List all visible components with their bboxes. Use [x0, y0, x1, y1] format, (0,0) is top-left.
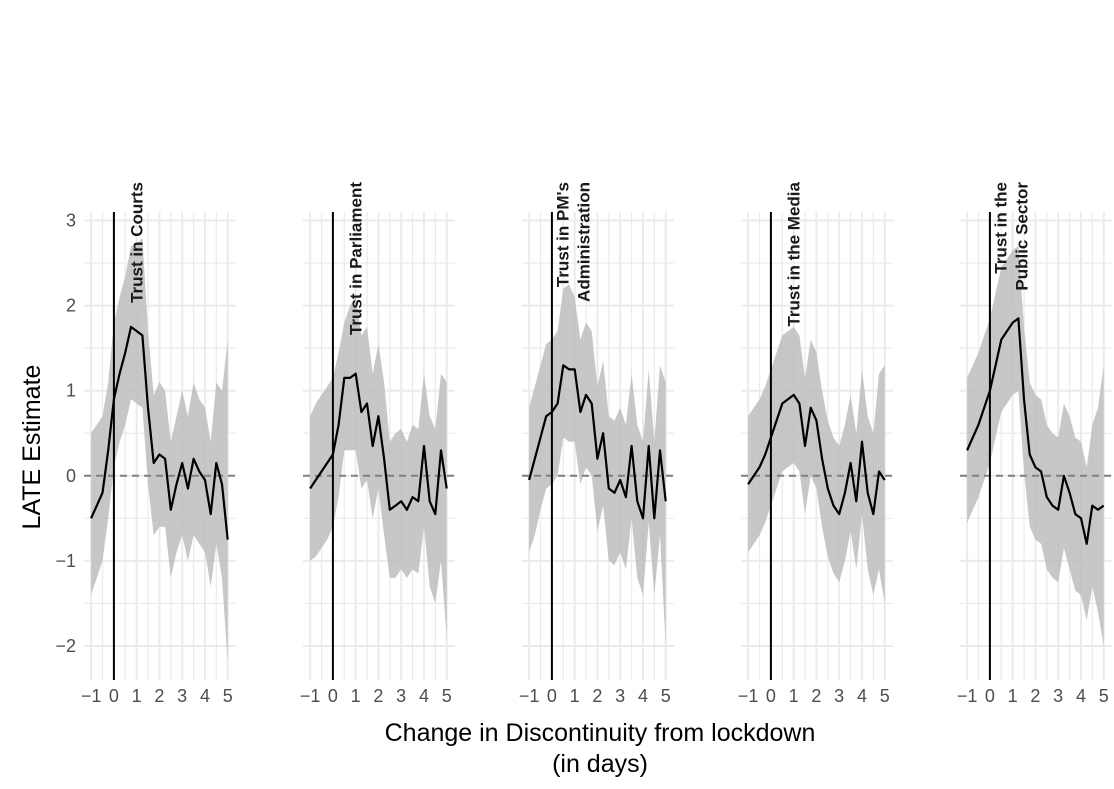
x-tick-label: 0 [766, 686, 776, 706]
x-tick-label: 3 [1053, 686, 1063, 706]
x-tick-label: 5 [223, 686, 233, 706]
x-tick-label: 5 [1099, 686, 1109, 706]
facet-title: Trust in Courts [128, 182, 147, 303]
x-tick-label: −1 [81, 686, 102, 706]
confidence-ribbon [967, 246, 1104, 646]
x-tick-label: −1 [738, 686, 759, 706]
x-tick-label: 3 [615, 686, 625, 706]
confidence-ribbon [529, 284, 666, 646]
late-estimate-line [309, 372, 448, 516]
facet-panel: −1 0 1 2 3 4 5 Trust in Parliament [300, 182, 455, 706]
late-estimate-line [90, 325, 229, 540]
facet-title-line: Trust in the [992, 182, 1011, 274]
x-tick-label: 3 [177, 686, 187, 706]
facet-panel: −1 0 1 2 3 4 5 Trust in PM's Administration [519, 182, 674, 706]
facet-panel: −1 0 1 2 3 4 5 Trust in Courts [81, 182, 236, 706]
x-tick-label: 4 [638, 686, 648, 706]
x-tick-label: 5 [442, 686, 452, 706]
facet-title-line: Trust in Courts [128, 182, 147, 303]
y-tick-label: 3 [66, 211, 76, 231]
facet-title: Trust in the Public Sector [992, 182, 1032, 291]
x-tick-label: 2 [1030, 686, 1040, 706]
x-tick-label: 4 [857, 686, 867, 706]
x-tick-label: 4 [1076, 686, 1086, 706]
x-tick-label: 5 [880, 686, 890, 706]
confidence-ribbon [748, 326, 885, 604]
x-tick-label: 1 [132, 686, 142, 706]
facet-title-line: Trust in Parliament [347, 182, 366, 335]
facet-panel: −1 0 1 2 3 4 5 Trust in the Public Sector [957, 182, 1112, 706]
facet-panel: −1 0 1 2 3 4 5 Trust in the Media [738, 181, 893, 706]
confidence-ribbon [91, 237, 228, 663]
x-tick-label: −1 [519, 686, 540, 706]
x-tick-label: 3 [834, 686, 844, 706]
x-tick-label: 1 [789, 686, 799, 706]
x-axis-title: Change in Discontinuity from lockdown [385, 719, 816, 747]
facet-title: Trust in the Media [785, 181, 804, 326]
late-estimate-line [747, 393, 886, 516]
x-tick-label: 3 [396, 686, 406, 706]
late-estimate-line [966, 317, 1105, 545]
y-tick-label: −1 [55, 551, 76, 571]
x-tick-label: 0 [109, 686, 119, 706]
x-tick-label: 0 [328, 686, 338, 706]
x-tick-label: 4 [419, 686, 429, 706]
x-tick-label: 0 [547, 686, 557, 706]
facet-title-line: Trust in PM's [554, 182, 573, 287]
x-axis-title-units: (in days) [552, 750, 648, 778]
facet-title: Trust in Parliament [347, 182, 366, 335]
y-tick-label: 1 [66, 381, 76, 401]
x-tick-label: 1 [351, 686, 361, 706]
x-tick-label: 4 [200, 686, 210, 706]
x-tick-label: 2 [592, 686, 602, 706]
facet-title-line: Public Sector [1013, 182, 1032, 291]
x-tick-label: 1 [1008, 686, 1018, 706]
x-tick-label: 5 [661, 686, 671, 706]
x-tick-label: 2 [154, 686, 164, 706]
x-tick-label: 1 [570, 686, 580, 706]
x-tick-label: −1 [300, 686, 321, 706]
y-axis-title: LATE Estimate [18, 365, 46, 530]
late-estimate-line [528, 364, 667, 520]
x-tick-label: 2 [373, 686, 383, 706]
y-tick-label: 0 [66, 466, 76, 486]
x-tick-label: 0 [985, 686, 995, 706]
x-tick-label: −1 [957, 686, 978, 706]
facet-title: Trust in PM's Administration [554, 182, 594, 302]
facet-title-line: Trust in the Media [785, 181, 804, 326]
x-tick-label: 2 [811, 686, 821, 706]
y-tick-label: −2 [55, 636, 76, 656]
y-axis-tick-labels: −2 −1 0 1 2 3 [55, 211, 76, 656]
y-tick-label: 2 [66, 296, 76, 316]
facet-title-line: Administration [575, 182, 594, 302]
